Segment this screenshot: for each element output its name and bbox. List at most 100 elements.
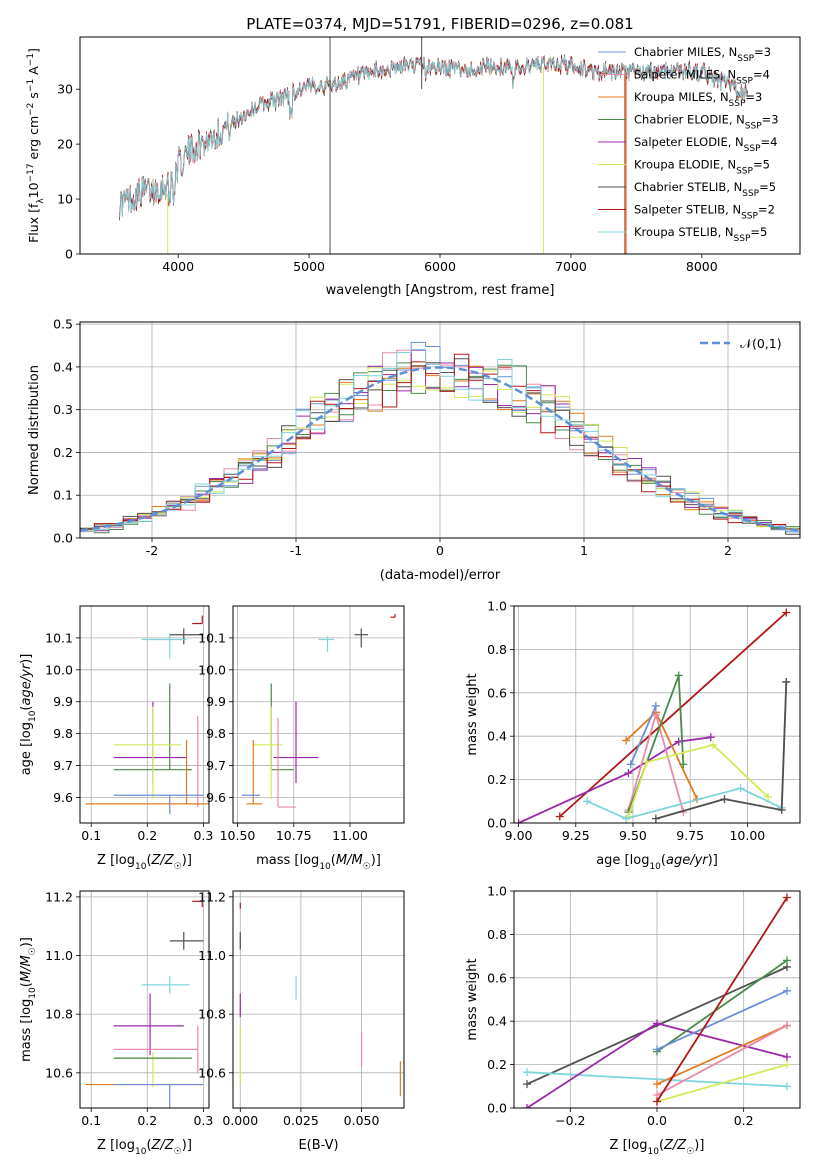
y-tick-label: 0.1 — [53, 488, 73, 503]
panel-weight_vs_age: 9.00 9.25 9.50 9.75 10.00 0.0 0.2 0.4 0.6 0.8 1.0 a… — [465, 599, 801, 872]
y-axis-label: Normed distribution — [27, 365, 42, 495]
weight-marker — [523, 1104, 531, 1108]
x-tick-label: 0.1 — [81, 1113, 101, 1128]
weight-marker — [651, 701, 660, 710]
weight-marker — [523, 1068, 531, 1077]
weight-line — [559, 611, 787, 818]
legend-label: Chabrier ELODIE, NSSP=3 — [634, 113, 779, 132]
weight-line — [526, 1071, 788, 1088]
weight-line — [656, 1063, 788, 1103]
y-axis-label: mass weight — [465, 958, 480, 1040]
legend-label: Salpeter ELODIE, NSSP=4 — [634, 135, 777, 154]
weight-marker — [626, 760, 635, 769]
weight-marker — [783, 1053, 791, 1062]
weight-marker — [709, 740, 718, 749]
x-axis-label: Z [log10(Z/Z☉)] — [97, 853, 192, 872]
weight-marker — [783, 1082, 791, 1091]
legend-label: Chabrier STELIB, NSSP=5 — [634, 180, 776, 199]
x-tick-label: 0 — [436, 543, 444, 558]
plot-area — [85, 615, 209, 815]
y-tick-label: 9.9 — [206, 694, 226, 709]
panel-age_vs_Z: 0.1 0.2 0.3 9.6 9.7 9.8 9.9 10.0 10.1 Z [log10(Z/… — [19, 605, 213, 872]
weight-marker — [651, 710, 660, 719]
weight-marker — [514, 819, 523, 823]
plot-area — [242, 613, 396, 808]
y-tick-label: 0.8 — [487, 642, 507, 657]
weight-marker — [555, 812, 564, 821]
weight-marker — [783, 1021, 791, 1030]
weight-marker — [624, 769, 633, 778]
weight-marker — [622, 814, 631, 823]
y-tick-label: 11.2 — [198, 889, 226, 904]
x-tick-label: 5000 — [293, 259, 325, 274]
y-tick-label: 10.0 — [198, 662, 226, 677]
x-tick-label: 1 — [580, 543, 588, 558]
axes-frame — [79, 890, 210, 1109]
x-axis-label: age [log10(age/yr)] — [596, 853, 718, 872]
plot-area — [514, 608, 791, 823]
y-tick-label: 1.0 — [487, 599, 507, 614]
y-tick-label: 11.0 — [198, 948, 226, 963]
y-axis-label: mass [log10(M/M☉)] — [19, 937, 38, 1062]
x-tick-label: 0.000 — [222, 1113, 258, 1128]
y-tick-label: 10.1 — [45, 630, 73, 645]
y-tick-label: 10.0 — [45, 662, 73, 677]
panel-weight_vs_Z: −0.2 0.0 0.2 0.0 0.2 0.4 0.6 0.8 1.0 Z [log10(Z/Z… — [465, 884, 801, 1157]
y-tick-label: 0.5 — [53, 317, 73, 332]
weight-line — [656, 1024, 788, 1096]
legend-label: Kroupa STELIB, NSSP=5 — [634, 225, 767, 244]
y-tick-label: 0.6 — [487, 970, 507, 985]
plot-area — [118, 37, 748, 254]
weight-marker — [653, 1097, 661, 1106]
weight-line — [656, 1024, 788, 1085]
axes-frame — [79, 605, 210, 824]
weight-marker — [583, 797, 592, 806]
weight-line — [627, 743, 769, 817]
weight-marker — [679, 760, 688, 769]
panel-age_vs_mass: 10.50 10.75 11.00 9.6 9.7 9.8 9.9 10.0 10.1 mass … — [198, 605, 405, 872]
y-tick-label: 20 — [57, 137, 73, 152]
x-tick-label: 8000 — [686, 259, 718, 274]
weight-marker — [720, 795, 729, 804]
weight-line — [518, 736, 711, 823]
x-axis-label: Z [log10(Z/Z☉)] — [97, 1138, 192, 1157]
y-tick-label: 30 — [57, 82, 73, 97]
weight-marker — [783, 986, 791, 995]
y-tick-label: 0 — [65, 247, 73, 262]
y-tick-label: 9.8 — [53, 726, 73, 741]
weight-marker — [653, 1080, 661, 1089]
histogram-series — [80, 348, 800, 532]
x-axis-label: (data-model)/error — [380, 568, 501, 583]
y-tick-label: 10 — [57, 192, 73, 207]
weight-line — [629, 705, 657, 765]
y-tick-label: 10.6 — [45, 1065, 73, 1080]
panel-residuals: -2 -1 0 1 2 0.0 0.1 0.2 0.3 0.4 0.5 (data-model)/er… — [27, 317, 801, 583]
x-tick-label: 0.2 — [137, 828, 157, 843]
x-tick-label: 9.50 — [619, 828, 647, 843]
plot-area — [239, 902, 401, 1097]
y-tick-label: 10.1 — [198, 630, 226, 645]
weight-line — [655, 681, 788, 820]
weight-marker — [777, 805, 786, 814]
y-tick-label: 0.0 — [487, 816, 507, 831]
axes-frame — [232, 890, 405, 1109]
x-tick-label: 9.25 — [562, 828, 590, 843]
weight-marker — [523, 1080, 531, 1089]
weight-marker — [782, 608, 791, 617]
x-tick-label: 0.2 — [734, 1113, 754, 1128]
x-tick-label: −0.2 — [555, 1113, 585, 1128]
y-tick-label: 11.2 — [45, 889, 73, 904]
y-tick-label: 9.9 — [53, 694, 73, 709]
weight-marker — [674, 671, 683, 680]
y-tick-label: 9.7 — [206, 758, 226, 773]
weight-marker — [653, 1045, 661, 1054]
weight-marker — [642, 758, 651, 767]
weight-marker — [651, 814, 660, 823]
weight-marker — [653, 1019, 661, 1028]
weight-line — [656, 897, 788, 1102]
panel-mass_vs_Z: 0.1 0.2 0.3 10.6 10.8 11.0 11.2 Z [log10(Z/Z☉)]… — [19, 889, 213, 1157]
weight-marker — [763, 792, 772, 801]
y-tick-label: 9.6 — [206, 790, 226, 805]
